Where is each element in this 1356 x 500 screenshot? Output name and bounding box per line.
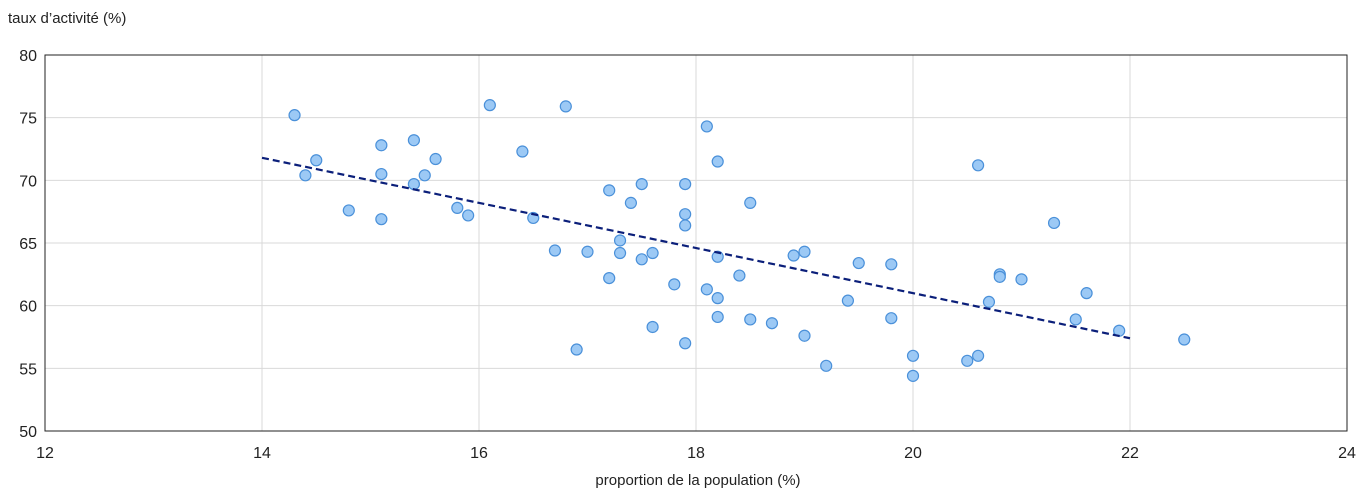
data-point xyxy=(668,278,681,291)
y-tick-label: 60 xyxy=(19,299,37,316)
data-point xyxy=(1080,287,1093,300)
x-tick-label: 20 xyxy=(904,445,922,462)
x-tick-label: 18 xyxy=(687,445,705,462)
data-point xyxy=(906,349,920,362)
data-point xyxy=(646,246,659,260)
data-point xyxy=(375,139,388,152)
data-point xyxy=(971,349,985,362)
plot-frame xyxy=(44,54,1348,432)
data-point xyxy=(841,294,855,307)
data-point xyxy=(820,359,833,372)
x-tick-label: 12 xyxy=(36,445,54,462)
data-point xyxy=(581,245,594,258)
data-point xyxy=(548,244,562,257)
data-point xyxy=(798,329,811,342)
data-point xyxy=(971,159,985,172)
data-point xyxy=(613,246,627,260)
data-point xyxy=(516,145,529,158)
data-point xyxy=(375,213,388,226)
data-point xyxy=(700,120,713,133)
data-point xyxy=(462,209,475,222)
data-point xyxy=(765,317,779,330)
data-point xyxy=(906,369,920,382)
data-point xyxy=(744,313,757,326)
data-point xyxy=(418,169,431,182)
data-point xyxy=(635,177,648,191)
data-point xyxy=(375,167,388,181)
y-tick-label: 55 xyxy=(19,361,37,378)
data-point xyxy=(700,283,713,296)
data-point xyxy=(711,155,724,168)
data-point xyxy=(603,271,616,285)
data-point xyxy=(407,177,420,191)
x-axis-label: proportion de la population (%) xyxy=(595,472,801,489)
y-tick-label: 80 xyxy=(19,48,37,65)
data-point xyxy=(885,312,898,325)
data-point xyxy=(570,343,583,356)
data-point xyxy=(993,270,1006,283)
data-point xyxy=(451,201,464,215)
data-point xyxy=(310,154,323,167)
x-tick-label: 22 xyxy=(1121,445,1139,462)
data-point xyxy=(635,253,648,266)
data-point xyxy=(1015,273,1028,286)
scatter-chart: 50 55 60 65 70 75 80 12 14 16 18 20 22 24 xyxy=(19,48,1356,462)
data-point xyxy=(559,100,572,113)
trend-line xyxy=(261,156,1131,340)
data-point xyxy=(982,295,996,309)
data-point xyxy=(299,169,312,182)
x-tick-label: 14 xyxy=(253,445,271,462)
data-point xyxy=(613,234,627,247)
x-tick-label: 24 xyxy=(1338,445,1356,462)
data-point xyxy=(961,354,974,367)
data-point xyxy=(798,245,811,258)
data-point xyxy=(624,196,638,209)
data-point xyxy=(342,204,355,217)
y-tick-label: 75 xyxy=(19,111,37,128)
data-point xyxy=(288,109,301,122)
x-tick-label: 16 xyxy=(470,445,488,462)
data-point xyxy=(744,196,757,209)
data-point xyxy=(603,184,616,197)
data-point xyxy=(679,208,692,221)
data-point xyxy=(679,219,692,232)
data-point xyxy=(733,269,746,282)
data-point xyxy=(1069,313,1082,326)
y-tick-label: 50 xyxy=(19,424,37,441)
data-point xyxy=(1178,333,1191,346)
data-point xyxy=(885,258,898,271)
data-point xyxy=(852,256,865,270)
y-tick-label: 70 xyxy=(19,173,37,190)
data-point xyxy=(1047,216,1061,230)
data-point xyxy=(429,152,442,166)
y-tick-label: 65 xyxy=(19,236,37,253)
data-point xyxy=(646,320,659,334)
data-point xyxy=(679,337,692,350)
data-point xyxy=(787,249,800,262)
data-point xyxy=(711,292,724,305)
data-point xyxy=(679,177,692,191)
y-axis-label: taux d’activité (%) xyxy=(8,10,127,27)
data-point xyxy=(711,310,724,324)
data-point xyxy=(483,99,496,112)
data-point xyxy=(407,134,420,147)
